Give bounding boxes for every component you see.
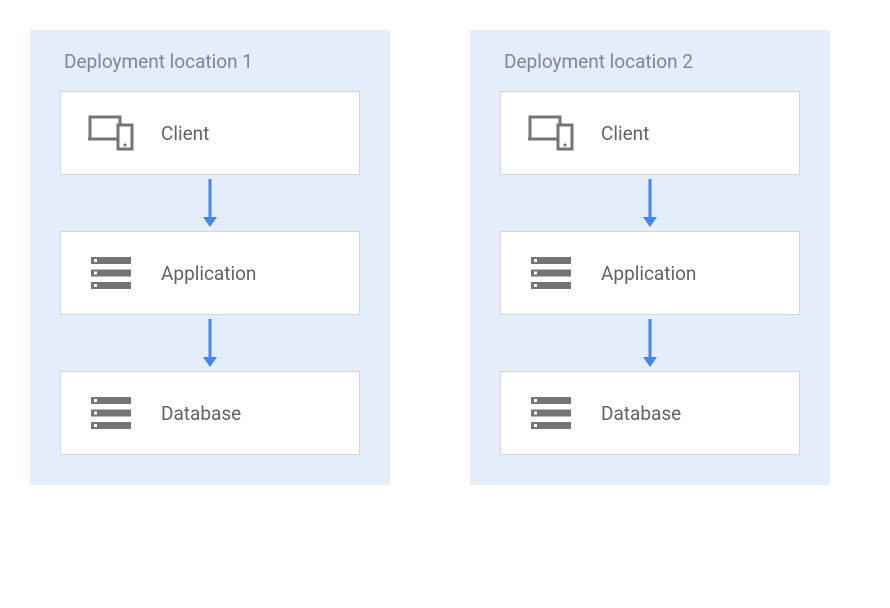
database-tier: Database	[500, 371, 800, 455]
tier-label: Application	[161, 262, 256, 285]
deployment-location-2: Deployment location 2 Client	[470, 30, 830, 485]
diagram-container: Deployment location 1 Client	[30, 30, 860, 485]
tier-label: Database	[601, 402, 681, 425]
tier-label: Client	[601, 122, 649, 145]
application-tier: Application	[60, 231, 360, 315]
tier-label: Client	[161, 122, 209, 145]
server-icon	[87, 389, 135, 437]
client-tier: Client	[60, 91, 360, 175]
client-tier: Client	[500, 91, 800, 175]
location-title: Deployment location 1	[60, 50, 360, 73]
arrow-down-icon	[60, 175, 360, 231]
tier-label: Application	[601, 262, 696, 285]
arrow-down-icon	[500, 315, 800, 371]
database-tier: Database	[60, 371, 360, 455]
devices-icon	[87, 109, 135, 157]
arrow-down-icon	[60, 315, 360, 371]
application-tier: Application	[500, 231, 800, 315]
server-icon	[527, 389, 575, 437]
devices-icon	[527, 109, 575, 157]
server-icon	[87, 249, 135, 297]
arrow-down-icon	[500, 175, 800, 231]
tier-label: Database	[161, 402, 241, 425]
location-title: Deployment location 2	[500, 50, 800, 73]
deployment-location-1: Deployment location 1 Client	[30, 30, 390, 485]
server-icon	[527, 249, 575, 297]
